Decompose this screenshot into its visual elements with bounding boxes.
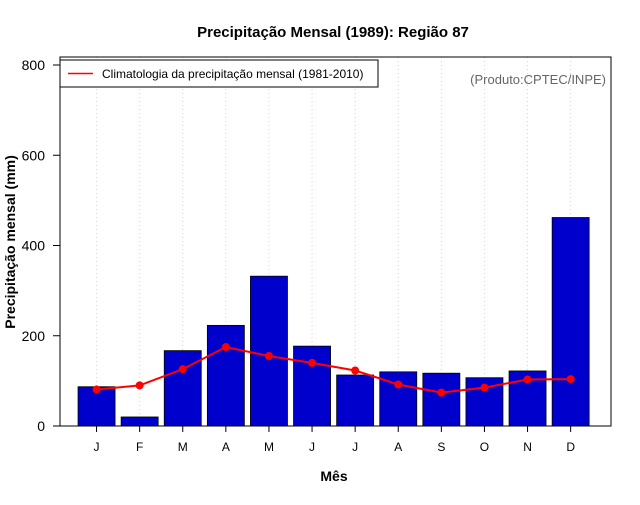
climatology-point-8 [394, 380, 403, 389]
climatology-point-7 [351, 366, 360, 375]
bar-12 [551, 217, 590, 427]
climatology-point-3 [178, 365, 187, 374]
x-tick-label: J [94, 440, 100, 454]
climatology-line [96, 345, 571, 394]
source-credit: (Produto:CPTEC/INPE) [470, 72, 606, 87]
x-tick-label: J [352, 440, 358, 454]
climatology-point-4 [221, 343, 230, 352]
y-tick-label: 800 [22, 57, 46, 73]
bar-series [77, 217, 590, 427]
legend-box [59, 59, 379, 88]
x-tick-label: M [178, 440, 188, 454]
x-axis-label: Mês [320, 468, 347, 484]
climatology-point-5 [264, 352, 273, 361]
climatology-point-11 [523, 375, 532, 384]
x-tick-label: D [566, 440, 575, 454]
y-axis-label: Precipitação mensal (mm) [2, 155, 18, 329]
y-axis: 0 200 400 600 800 [22, 57, 60, 434]
climatology-point-10 [480, 383, 489, 392]
x-tick-label: S [437, 440, 445, 454]
x-tick-label: N [523, 440, 532, 454]
climatology-line-series [92, 343, 575, 397]
bar-7 [336, 374, 375, 427]
bar-2 [120, 416, 159, 427]
climatology-point-9 [437, 388, 446, 397]
climatology-point-6 [308, 358, 317, 367]
y-tick-label: 0 [37, 418, 45, 434]
x-tick-label: J [309, 440, 315, 454]
climatology-point-12 [566, 375, 575, 384]
bar-5 [250, 275, 288, 427]
x-tick-label: A [222, 440, 230, 454]
bar-6 [293, 345, 331, 427]
climatology-point-1 [92, 385, 101, 394]
x-tick-label: O [480, 440, 489, 454]
vertical-grid [96, 57, 572, 426]
legend-entry-climatology: Climatologia da precipitação mensal (198… [102, 67, 363, 81]
x-tick-label: A [394, 440, 402, 454]
x-tick-label: M [264, 440, 274, 454]
y-tick-label: 200 [22, 328, 46, 344]
legend: Climatologia da precipitação mensal (198… [59, 59, 379, 88]
plot-frame [59, 56, 612, 427]
chart-title: Precipitação Mensal (1989): Região 87 [197, 24, 469, 41]
bar-9 [422, 372, 461, 427]
x-tick-label: F [136, 440, 143, 454]
bar-4 [206, 324, 245, 427]
climatology-point-2 [135, 381, 144, 390]
y-tick-label: 400 [22, 238, 46, 254]
y-tick-label: 600 [22, 147, 46, 163]
